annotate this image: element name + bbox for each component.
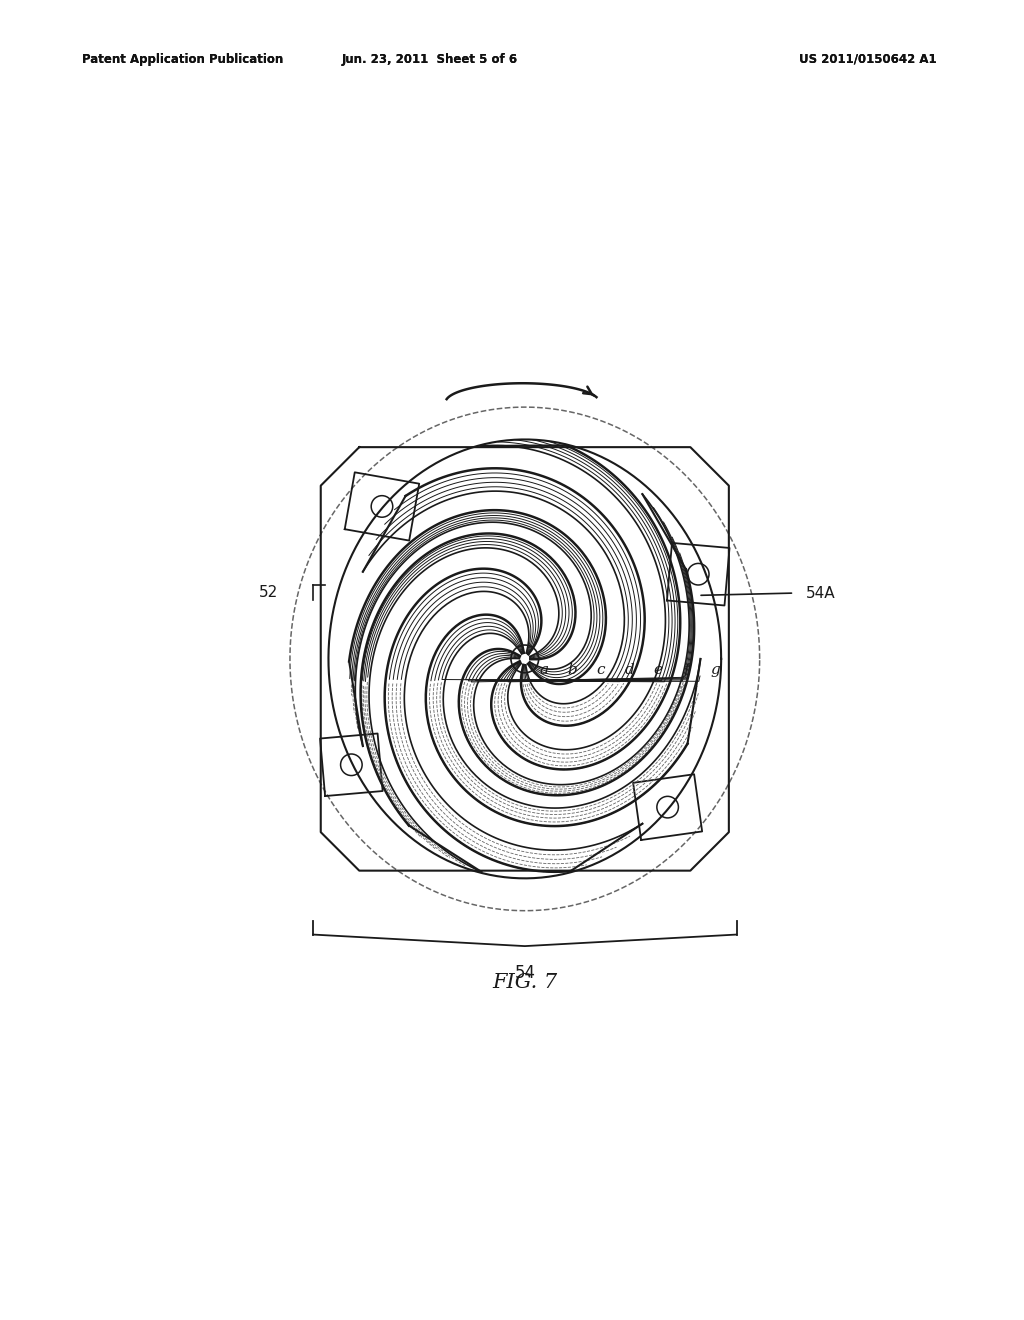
Text: Patent Application Publication: Patent Application Publication [82,53,284,66]
Text: f: f [684,664,689,677]
Text: a: a [540,664,549,677]
Text: d: d [625,664,635,677]
Text: Jun. 23, 2011  Sheet 5 of 6: Jun. 23, 2011 Sheet 5 of 6 [342,53,518,66]
Text: b: b [567,664,578,677]
Text: US 2011/0150642 A1: US 2011/0150642 A1 [799,53,936,66]
Text: e: e [653,664,663,677]
Text: US 2011/0150642 A1: US 2011/0150642 A1 [799,53,936,66]
Text: c: c [597,664,605,677]
Text: g: g [710,664,720,677]
Text: 54: 54 [514,964,536,982]
Text: 52: 52 [259,585,279,601]
Text: Jun. 23, 2011  Sheet 5 of 6: Jun. 23, 2011 Sheet 5 of 6 [342,53,518,66]
Text: Patent Application Publication: Patent Application Publication [82,53,284,66]
Text: FIG. 7: FIG. 7 [493,973,557,991]
Text: 54A: 54A [806,586,836,601]
